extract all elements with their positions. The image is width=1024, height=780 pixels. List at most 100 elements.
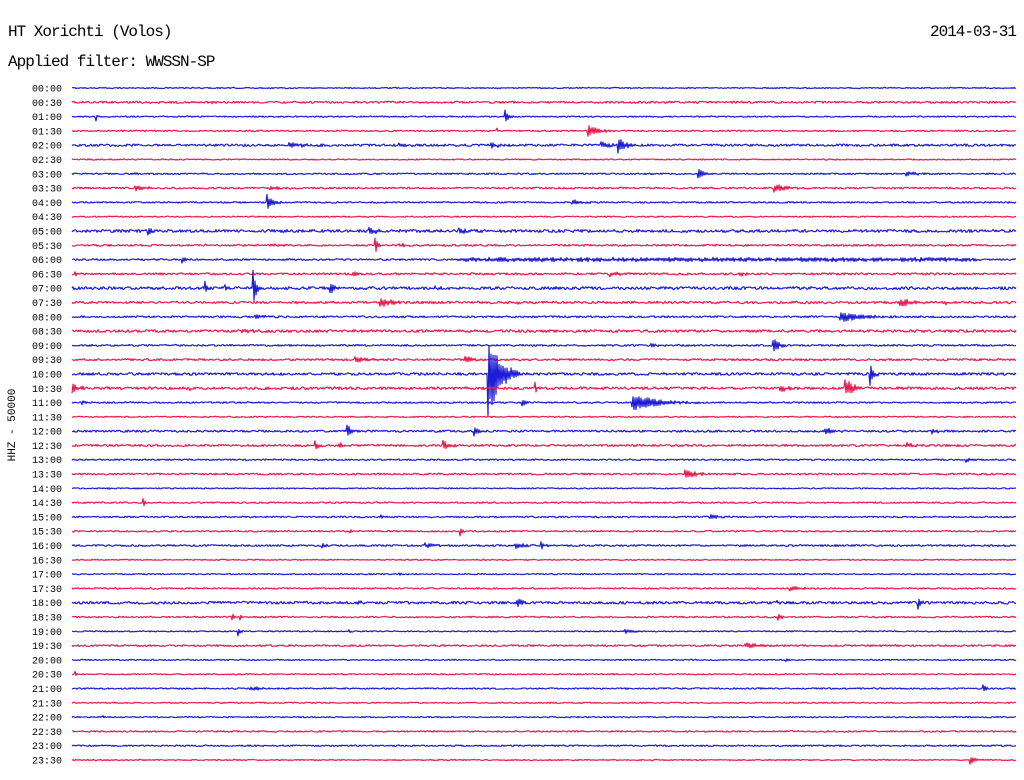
trace-1830	[71, 613, 1017, 621]
trace-1500	[71, 514, 1017, 519]
trace-2030	[71, 670, 1017, 676]
trace-1730	[71, 586, 1017, 592]
trace-0130	[71, 125, 1017, 137]
trace-1600	[71, 541, 1017, 550]
time-label: 01:30	[32, 127, 62, 138]
time-label: 21:30	[32, 699, 62, 710]
time-label: 17:30	[32, 585, 62, 596]
trace-2230	[72, 730, 1017, 733]
trace-0830	[71, 328, 1017, 334]
trace-0930	[72, 355, 1017, 363]
time-label: 00:30	[32, 99, 62, 110]
trace-2100	[71, 684, 1017, 692]
time-label: 23:30	[32, 757, 62, 768]
trace-2000	[71, 658, 1017, 662]
time-label: 10:00	[32, 371, 62, 382]
trace-1630	[71, 558, 1017, 561]
time-label: 03:30	[32, 185, 62, 196]
trace-2200	[71, 715, 1017, 719]
channel-label: HHZ - 50000	[7, 389, 19, 462]
time-label: 23:00	[32, 742, 62, 753]
trace-0330	[71, 184, 1017, 193]
trace-1400	[71, 487, 1017, 490]
trace-1130	[71, 415, 1017, 418]
time-label: 22:00	[32, 714, 62, 725]
trace-1300	[71, 457, 1017, 463]
time-label: 09:30	[32, 356, 62, 367]
time-label-group: 00:00 00:30 01:00 01:30 02:00 02:30 03:00 03:30…	[32, 85, 62, 768]
time-label: 06:00	[32, 256, 62, 267]
time-label: 03:00	[32, 170, 62, 181]
time-label: 19:00	[32, 628, 62, 639]
time-label: 08:00	[32, 313, 62, 324]
trace-2130	[71, 701, 1016, 704]
trace-1930	[71, 642, 1017, 649]
trace-0730	[71, 298, 1017, 307]
trace-0230	[71, 158, 1017, 161]
time-label: 14:30	[32, 499, 62, 510]
trace-1030	[71, 379, 1017, 394]
time-label: 00:00	[32, 85, 62, 96]
time-label: 02:00	[32, 142, 62, 153]
time-label: 15:00	[32, 513, 62, 524]
time-label: 07:00	[32, 285, 62, 296]
time-label: 11:00	[32, 399, 62, 410]
trace-1800	[71, 598, 1017, 610]
station-title: HT Xorichti (Volos)	[8, 23, 171, 41]
trace-0000	[71, 86, 1017, 90]
time-label: 15:30	[32, 528, 62, 539]
time-label: 07:30	[32, 299, 62, 310]
time-label: 16:00	[32, 542, 62, 553]
trace-0630	[71, 271, 1017, 278]
time-label: 13:00	[32, 456, 62, 467]
trace-0900	[71, 339, 1017, 352]
trace-0200	[71, 139, 1017, 154]
time-label: 12:30	[32, 442, 62, 453]
time-label: 11:30	[32, 413, 62, 424]
trace-group	[71, 86, 1017, 765]
trace-1330	[71, 469, 1017, 478]
trace-1200	[71, 424, 1017, 437]
time-label: 01:00	[32, 113, 62, 124]
time-label: 02:30	[32, 156, 62, 167]
trace-0600	[71, 256, 1017, 264]
time-label: 14:00	[32, 485, 62, 496]
trace-0400	[71, 193, 1017, 209]
time-label: 19:30	[32, 642, 62, 653]
time-label: 22:30	[32, 728, 62, 739]
time-label: 04:00	[32, 199, 62, 210]
trace-1900	[71, 628, 1017, 637]
filter-label: Applied filter: WWSSN-SP	[8, 53, 215, 71]
time-label: 05:00	[32, 228, 62, 239]
trace-0700	[71, 269, 1017, 301]
trace-1230	[71, 439, 1017, 450]
trace-1000	[71, 344, 1017, 417]
time-label: 10:30	[32, 385, 62, 396]
trace-2300	[71, 744, 1017, 747]
trace-0030	[71, 100, 1017, 105]
trace-0800	[71, 312, 1017, 322]
trace-1530	[71, 528, 1017, 537]
time-label: 09:00	[32, 342, 62, 353]
trace-0100	[71, 109, 1017, 122]
time-label: 12:00	[32, 428, 62, 439]
trace-1100	[71, 396, 1017, 411]
trace-0530	[71, 237, 1017, 252]
time-label: 16:30	[32, 556, 62, 567]
time-label: 08:30	[32, 328, 62, 339]
trace-1700	[71, 572, 1017, 576]
trace-0430	[72, 215, 1017, 218]
trace-0500	[71, 227, 1017, 236]
time-label: 06:30	[32, 270, 62, 281]
time-label: 18:30	[32, 614, 62, 625]
time-label: 20:30	[32, 671, 62, 682]
trace-2330	[71, 757, 1017, 765]
trace-0300	[71, 169, 1017, 179]
time-label: 05:30	[32, 242, 62, 253]
time-label: 04:30	[32, 213, 62, 224]
time-label: 20:00	[32, 656, 62, 667]
trace-1430	[71, 498, 1017, 507]
record-date: 2014-03-31	[930, 23, 1016, 41]
time-label: 21:00	[32, 685, 62, 696]
